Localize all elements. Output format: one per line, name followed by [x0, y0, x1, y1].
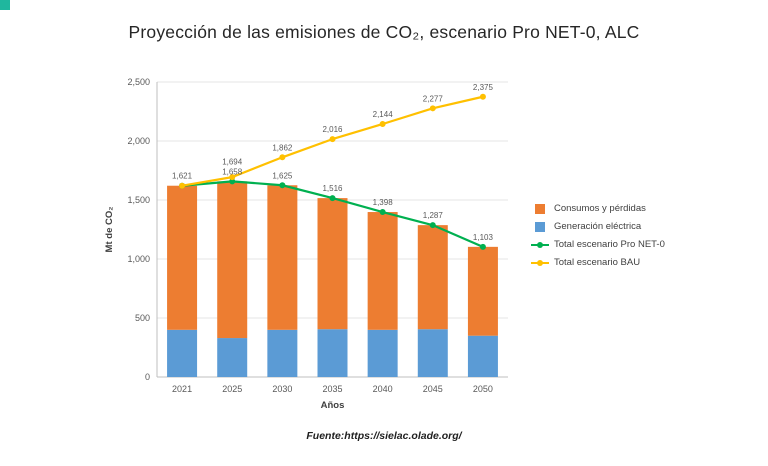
bar-segment	[367, 212, 398, 330]
page-title: Proyección de las emisiones de CO₂, esce…	[128, 22, 640, 42]
legend-item-generacion: Generación eléctrica	[531, 221, 665, 232]
x-tick-label: 2045	[423, 384, 443, 394]
line-point	[279, 154, 286, 161]
data-label: 1,694	[222, 157, 243, 166]
data-label: 2,277	[423, 94, 444, 103]
legend-item-consumos: Consumos y pérdidas	[531, 203, 665, 214]
legend-label: Consumos y pérdidas	[554, 203, 646, 214]
y-tick-label: 1,500	[127, 195, 150, 205]
bar-segment	[167, 185, 198, 330]
line-point	[179, 182, 186, 189]
chart-area: 0 500 1,000 1,500 2,000 2,500 2021 2025 2030 2035…	[100, 66, 530, 416]
data-label: 1,516	[322, 184, 343, 193]
x-tick-label: 2025	[222, 384, 242, 394]
bar-segment	[217, 181, 248, 339]
data-label: 2,016	[322, 125, 343, 134]
line-point	[429, 105, 436, 112]
bar-segment	[417, 329, 448, 377]
line-point	[429, 222, 436, 229]
legend-item-pro-net0: Total escenario Pro NET-0	[531, 239, 665, 250]
source-citation: Fuente:https://sielac.olade.org/	[306, 430, 462, 442]
bar-segment	[317, 198, 348, 330]
data-label: 2,375	[473, 83, 494, 92]
data-label: 1,398	[373, 198, 394, 207]
x-tick-label: 2021	[172, 384, 192, 394]
line-point	[479, 243, 486, 250]
line-point	[479, 93, 486, 100]
x-tick-label: 2030	[272, 384, 292, 394]
line-point	[279, 182, 286, 189]
x-axis-title: Años	[321, 400, 345, 411]
co2-projection-chart: 0 500 1,000 1,500 2,000 2,500 2021 2025 2030 2035…	[104, 77, 508, 411]
line-point	[379, 209, 386, 216]
line-point	[379, 121, 386, 128]
line-point	[229, 174, 236, 181]
legend-label: Generación eléctrica	[554, 221, 642, 232]
legend-label: Total escenario BAU	[554, 257, 641, 268]
bau-line-icon	[531, 258, 549, 268]
bar-segment	[467, 335, 498, 377]
bar-segment	[467, 246, 498, 336]
bar-segment	[267, 185, 298, 330]
legend-label: Total escenario Pro NET-0	[554, 239, 665, 250]
data-label: 1,287	[423, 211, 444, 220]
y-tick-label: 2,000	[127, 136, 150, 146]
pro-net0-line-icon	[531, 240, 549, 250]
y-tick-label: 0	[145, 372, 150, 382]
bar-segment	[267, 329, 298, 377]
legend-item-bau: Total escenario BAU	[531, 257, 665, 268]
bar-segment	[417, 225, 448, 330]
data-label: 1,625	[272, 171, 293, 180]
data-label: 1,658	[222, 167, 243, 176]
bar-segment	[217, 338, 248, 377]
line-point	[229, 178, 236, 185]
y-tick-label: 2,500	[127, 77, 150, 87]
consumos-swatch-icon	[531, 203, 549, 214]
data-label: 1,621	[172, 172, 193, 181]
x-tick-label: 2040	[373, 384, 393, 394]
line-point	[329, 195, 336, 202]
bar-segment	[167, 329, 198, 377]
y-tick-label: 500	[135, 313, 150, 323]
y-axis-title: Mt de CO₂	[104, 207, 115, 253]
bar-segment	[317, 329, 348, 377]
chart-legend: Consumos y pérdidas Generación eléctrica…	[531, 203, 665, 268]
generacion-swatch-icon	[531, 221, 549, 232]
data-label: 2,144	[373, 110, 394, 119]
data-label: 1,862	[272, 143, 293, 152]
line-point	[329, 136, 336, 143]
corner-accent	[0, 0, 10, 10]
data-label: 1,103	[473, 233, 494, 242]
x-tick-label: 2035	[322, 384, 342, 394]
x-tick-label: 2050	[473, 384, 493, 394]
bar-segment	[367, 329, 398, 377]
y-tick-label: 1,000	[127, 254, 150, 264]
